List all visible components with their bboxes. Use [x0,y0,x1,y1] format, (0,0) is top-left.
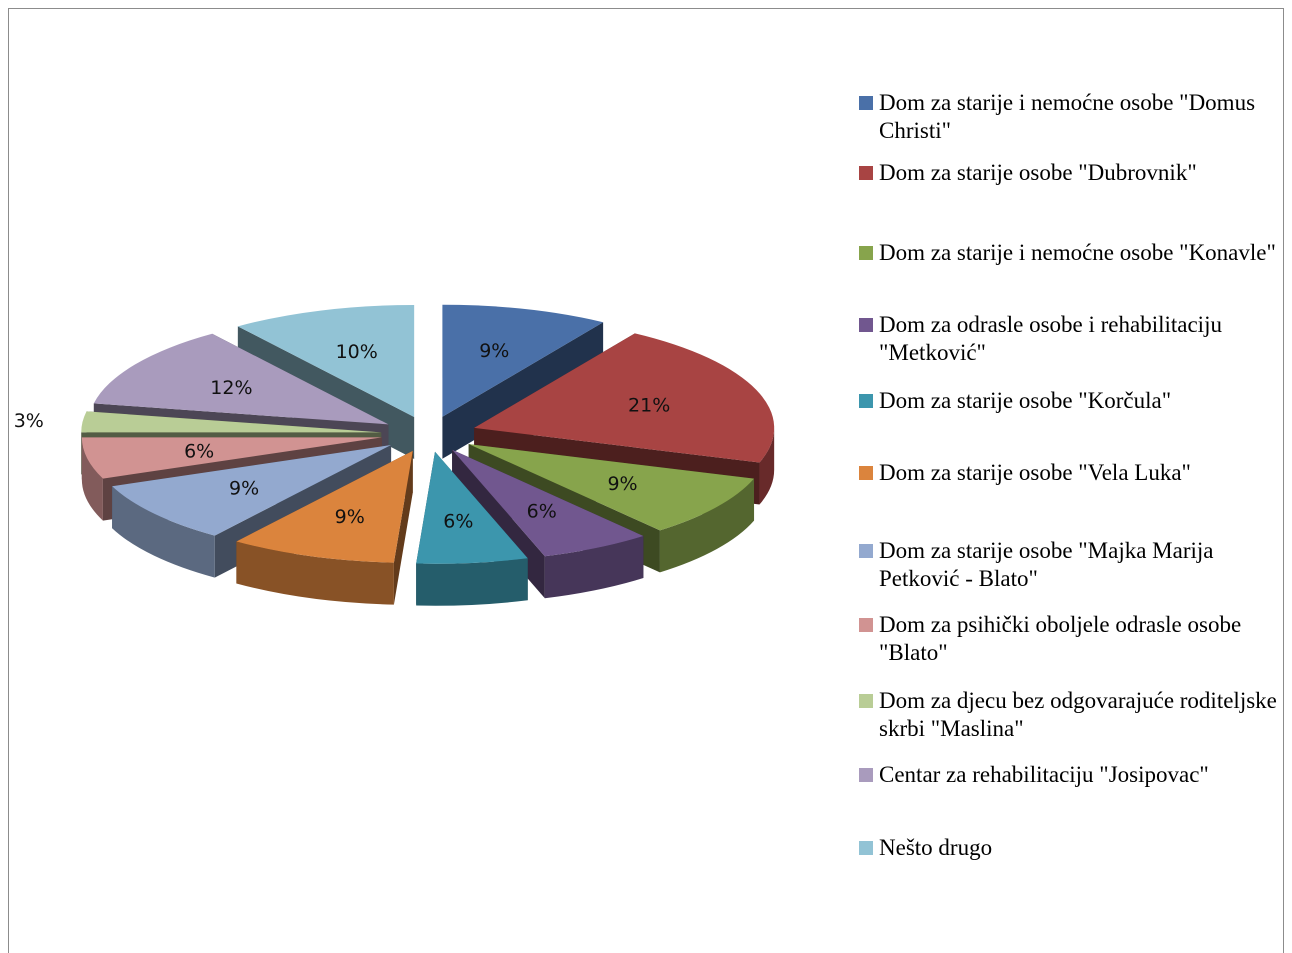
slice-rim [416,558,528,606]
pie-chart: 9% 21% 9% 6% 6% 9% 9% 6% 3% 12% 10% [14,304,775,606]
slice-top [474,333,775,463]
chart-area: 9% 21% 9% 6% 6% 9% 9% 6% 3% 12% 10% Dom za starije… [8,8,1284,953]
slice-rim [81,437,103,521]
pie-slice [236,450,413,605]
pie-slice [416,451,528,606]
slice-top [452,449,644,557]
legend-swatch [859,841,873,855]
legend-label: Centar za rehabilitaciju "Josipovac" [879,762,1209,787]
legend-item: Dom za starije osobe "Dubrovnik" [859,159,1279,187]
legend-item: Centar za rehabilitaciju "Josipovac" [859,761,1279,789]
legend-label: Dom za starije osobe "Dubrovnik" [879,160,1197,185]
slice-rim [112,486,215,578]
legend-label: Nešto drugo [879,835,993,860]
legend-swatch [859,96,873,110]
legend-item: Dom za psihički oboljele odrasle osobe "… [859,611,1279,667]
slice-label: 6% [527,501,557,523]
slice-label: 3% [14,410,44,432]
slice-top [237,304,415,417]
slice-label: 6% [443,511,473,533]
legend-swatch [859,618,873,632]
legend-item: Dom za starije osobe "Korčula" [859,387,1279,415]
legend-item: Dom za starije i nemoćne osobe "Konavle" [859,239,1279,267]
slice-top [442,304,604,417]
legend-swatch [859,394,873,408]
legend-item: Nešto drugo [859,834,1279,862]
slice-top [81,411,382,433]
slice-rim [236,541,394,605]
slice-top [81,437,382,479]
legend-label: Dom za starije i nemoćne osobe "Konavle" [879,240,1276,265]
slice-label: 9% [335,506,365,528]
legend-label: Dom za starije osobe "Korčula" [879,388,1172,413]
slice-label: 9% [229,478,259,500]
legend-label: Dom za starije i nemoćne osobe "Domus Ch… [879,90,1256,143]
legend-item: Dom za djecu bez odgovarajuće roditeljsk… [859,687,1279,743]
legend-swatch [859,466,873,480]
legend-item: Dom za starije osobe "Majka Marija Petko… [859,537,1279,593]
legend-item: Dom za starije osobe "Vela Luka" [859,459,1279,487]
slice-label: 9% [479,340,509,362]
legend-swatch [859,246,873,260]
legend-swatch [859,694,873,708]
slice-top [112,444,392,536]
slice-rim [759,427,775,505]
slice-label: 9% [607,473,637,495]
legend-label: Dom za starije osobe "Vela Luka" [879,460,1191,485]
legend-item: Dom za odrasle osobe i rehabilitaciju "M… [859,311,1279,367]
legend-label: Dom za starije osobe "Majka Marija Petko… [879,538,1214,591]
slice-rim [544,536,644,599]
slice-rim [659,478,755,573]
legend-swatch [859,166,873,180]
slice-top [93,333,389,425]
slice-top [468,444,755,531]
slice-label: 10% [336,341,378,363]
slice-label: 12% [210,377,252,399]
legend-swatch [859,768,873,782]
legend-label: Dom za djecu bez odgovarajuće roditeljsk… [879,688,1277,741]
legend-swatch [859,318,873,332]
legend-label: Dom za psihički oboljele odrasle osobe "… [879,612,1242,665]
legend-item: Dom za starije i nemoćne osobe "Domus Ch… [859,89,1279,145]
legend-label: Dom za odrasle osobe i rehabilitaciju "M… [879,312,1222,365]
slice-top [416,451,528,564]
slice-label: 6% [184,440,214,462]
slice-label: 21% [628,394,670,416]
legend-swatch [859,544,873,558]
slice-top [236,450,413,563]
